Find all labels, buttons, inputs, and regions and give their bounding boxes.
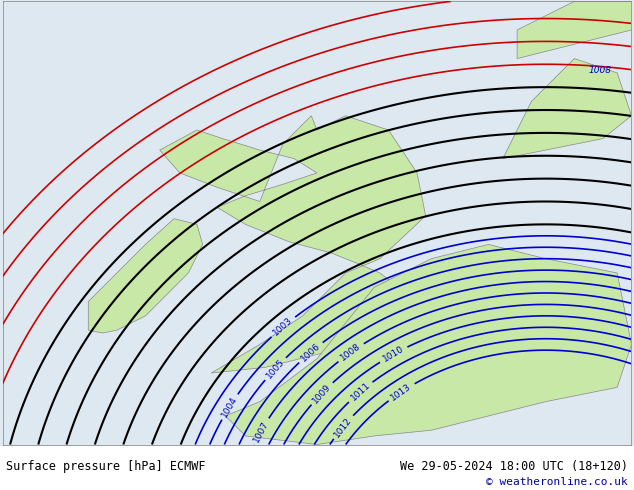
Text: 1004: 1004 bbox=[220, 394, 239, 419]
Polygon shape bbox=[517, 1, 631, 59]
Polygon shape bbox=[226, 245, 631, 444]
Text: © weatheronline.co.uk: © weatheronline.co.uk bbox=[486, 477, 628, 487]
Text: We 29-05-2024 18:00 UTC (18+120): We 29-05-2024 18:00 UTC (18+120) bbox=[399, 461, 628, 473]
Text: 1008: 1008 bbox=[588, 66, 612, 75]
Polygon shape bbox=[160, 116, 425, 373]
Polygon shape bbox=[88, 219, 203, 333]
Text: 1011: 1011 bbox=[349, 381, 372, 403]
Text: 1009: 1009 bbox=[311, 382, 333, 405]
Text: 1013: 1013 bbox=[389, 382, 413, 402]
Polygon shape bbox=[503, 59, 631, 159]
Text: 1008: 1008 bbox=[339, 342, 363, 363]
Text: 1012: 1012 bbox=[332, 415, 354, 439]
Text: 1006: 1006 bbox=[299, 341, 322, 364]
Text: Surface pressure [hPa] ECMWF: Surface pressure [hPa] ECMWF bbox=[6, 461, 206, 473]
Text: 1007: 1007 bbox=[252, 419, 270, 443]
Text: 1010: 1010 bbox=[381, 344, 406, 364]
Text: 1005: 1005 bbox=[264, 357, 286, 380]
Text: 1003: 1003 bbox=[271, 316, 295, 338]
